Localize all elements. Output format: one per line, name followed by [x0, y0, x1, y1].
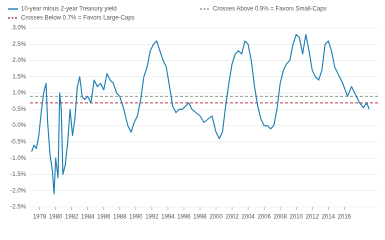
y-tick-label: -0.5% — [10, 139, 26, 145]
y-tick-label: 1.5% — [12, 74, 26, 80]
y-tick-label: 2.0% — [12, 58, 26, 64]
y-tick-label: 3.0% — [12, 26, 26, 32]
x-tick-label: 2004 — [241, 215, 255, 221]
x-tick-label: 1988 — [113, 215, 127, 221]
y-tick-label: -1.5% — [10, 172, 26, 178]
y-tick-label: -2.5% — [10, 205, 26, 211]
x-tick-label: 2012 — [306, 215, 320, 221]
x-tick-label: 1982 — [65, 215, 79, 221]
x-tick-label: 1978 — [33, 215, 47, 221]
x-tick-label: 1992 — [145, 215, 159, 221]
y-tick-label: -1.0% — [10, 156, 26, 162]
x-tick-label: 1994 — [161, 215, 175, 221]
y-tick-label: 2.5% — [12, 42, 26, 48]
x-tick-label: 2014 — [322, 215, 336, 221]
x-tick-label: 2000 — [209, 215, 223, 221]
x-tick-label: 2006 — [257, 215, 271, 221]
x-tick-label: 1984 — [81, 215, 95, 221]
legend-label: 10-year minus 2-year Treasury yield — [21, 7, 117, 13]
x-tick-label: 1986 — [97, 215, 111, 221]
x-tick-label: 1998 — [193, 215, 207, 221]
series-line — [31, 33, 370, 195]
legend-label: Crosses Above 0.9% = Favors Small-Caps — [213, 7, 327, 13]
x-tick-label: 2010 — [290, 215, 304, 221]
y-tick-label: 1.0% — [12, 91, 26, 97]
x-tick-label: 1980 — [49, 215, 63, 221]
y-tick-label: 0.5% — [12, 107, 26, 113]
x-tick-label: 1990 — [129, 215, 143, 221]
x-tick-label: 2002 — [225, 215, 239, 221]
chart: 3.0% 2.5% 2.0% 1.5% 1.0% 0.5% 0.0% -0.5% -1.0% -1… — [8, 7, 378, 221]
y-tick-label: -2.0% — [10, 188, 26, 194]
x-tick-label: 2016 — [338, 215, 352, 221]
legend-label: Crosses Below 0.7% = Favors Large-Caps — [21, 16, 135, 22]
x-tick-label: 2008 — [273, 215, 287, 221]
page: {"chart_data": {"type": "line", "x": [19… — [8, 6, 378, 221]
y-tick-label: 0.0% — [12, 123, 26, 129]
x-tick-label: 1996 — [177, 215, 191, 221]
